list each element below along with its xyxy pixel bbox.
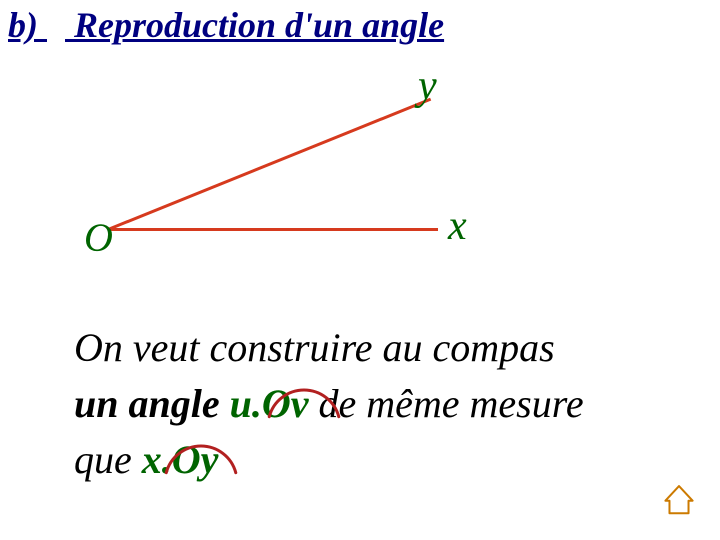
vertex-label-O: O [84, 214, 113, 261]
angle-ray-x [108, 228, 438, 231]
para-line-1: On veut construire au compas [74, 320, 584, 376]
title-text: Reproduction d'un angle [74, 5, 444, 45]
angle-name-uov: u.Ov [230, 381, 309, 426]
para-line-2: un angle u.Ov de même mesure [74, 376, 584, 432]
para-line-3-lead: que [74, 437, 142, 482]
ray-label-x: x [448, 202, 467, 250]
para-line-3: que x.Oy [74, 432, 584, 488]
section-title: b) Reproduction d'un angle [8, 4, 444, 46]
ray-label-y: y [418, 62, 437, 110]
title-prefix: b) [8, 5, 38, 45]
home-icon[interactable] [662, 482, 696, 516]
description-paragraph: On veut construire au compas un angle u.… [74, 320, 584, 488]
angle-ray-y [107, 98, 431, 231]
para-line-2-tail: de même mesure [309, 381, 584, 426]
para-line-1-text: On veut construire au compas [74, 325, 555, 370]
angle-name-xoy: x.Oy [142, 437, 219, 482]
para-line-2-lead: un angle [74, 381, 230, 426]
